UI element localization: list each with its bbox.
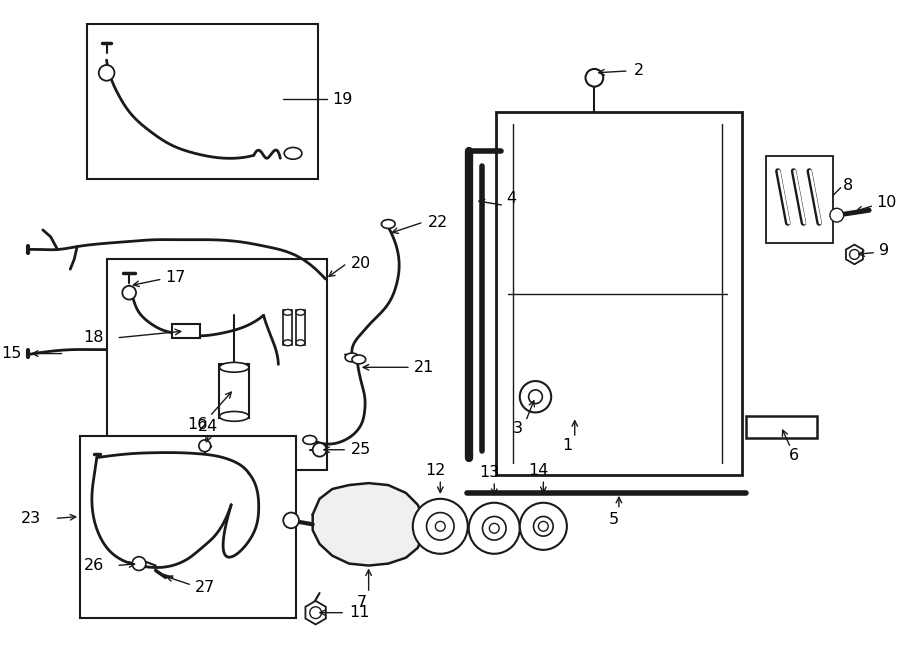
Ellipse shape: [220, 362, 249, 372]
Text: 6: 6: [788, 448, 799, 463]
Text: 10: 10: [876, 195, 896, 210]
Ellipse shape: [284, 309, 292, 315]
Bar: [106, 259, 328, 471]
Text: 13: 13: [479, 465, 500, 480]
Text: 20: 20: [351, 256, 371, 271]
Text: 23: 23: [21, 511, 40, 526]
Circle shape: [413, 499, 468, 554]
Circle shape: [482, 516, 506, 540]
Text: 5: 5: [609, 512, 619, 527]
Bar: [80, 436, 296, 617]
Ellipse shape: [284, 340, 292, 346]
Text: 12: 12: [425, 463, 446, 478]
Bar: [220, 364, 249, 418]
Circle shape: [830, 208, 843, 222]
Text: 17: 17: [166, 270, 186, 284]
Bar: [87, 24, 318, 179]
Circle shape: [310, 607, 321, 619]
Circle shape: [469, 503, 520, 554]
Text: 2: 2: [634, 63, 643, 79]
Circle shape: [284, 512, 299, 528]
Text: 16: 16: [188, 416, 208, 432]
Text: 8: 8: [842, 178, 853, 193]
Text: 15: 15: [1, 346, 22, 361]
Circle shape: [520, 503, 567, 550]
Circle shape: [199, 440, 211, 451]
Ellipse shape: [345, 353, 359, 362]
Text: 19: 19: [332, 92, 353, 107]
Circle shape: [520, 381, 551, 412]
Text: 24: 24: [198, 418, 218, 434]
Circle shape: [586, 69, 603, 87]
Text: 18: 18: [83, 330, 104, 345]
Circle shape: [427, 512, 454, 540]
Text: 14: 14: [528, 463, 549, 478]
Bar: [746, 416, 817, 438]
Ellipse shape: [220, 411, 249, 421]
Text: 27: 27: [195, 580, 215, 595]
Circle shape: [534, 516, 554, 536]
Circle shape: [99, 65, 114, 81]
Bar: [284, 311, 292, 345]
Ellipse shape: [303, 436, 317, 444]
Ellipse shape: [382, 219, 395, 229]
Text: 21: 21: [414, 360, 434, 375]
Text: 11: 11: [349, 605, 370, 620]
Text: 9: 9: [879, 243, 889, 258]
Text: 22: 22: [428, 215, 448, 229]
Bar: [172, 324, 200, 338]
Circle shape: [436, 522, 446, 531]
Circle shape: [538, 522, 548, 531]
Text: 25: 25: [351, 442, 371, 457]
Ellipse shape: [352, 355, 365, 364]
Bar: [496, 112, 742, 475]
Circle shape: [850, 250, 859, 259]
Ellipse shape: [284, 147, 302, 159]
Circle shape: [312, 443, 327, 457]
Circle shape: [132, 557, 146, 570]
Circle shape: [528, 390, 543, 404]
Ellipse shape: [296, 309, 305, 315]
Text: 26: 26: [84, 558, 104, 573]
Bar: [296, 311, 305, 345]
Circle shape: [490, 524, 500, 533]
Text: 4: 4: [506, 191, 517, 206]
Text: 3: 3: [513, 420, 523, 436]
Circle shape: [122, 286, 136, 299]
Text: 7: 7: [356, 596, 367, 610]
Bar: [766, 156, 832, 243]
Polygon shape: [312, 483, 424, 566]
Text: 1: 1: [562, 438, 572, 453]
Ellipse shape: [296, 340, 305, 346]
